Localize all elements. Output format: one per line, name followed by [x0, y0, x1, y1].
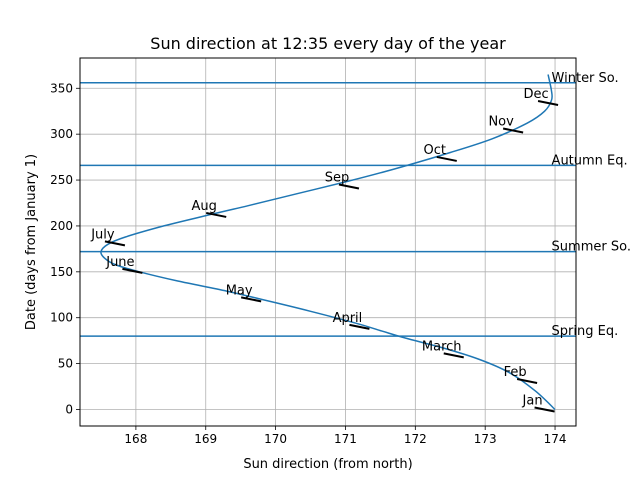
month-mark [502, 127, 524, 134]
month-label: Feb [504, 365, 527, 380]
month-labels: Jan Feb March April May June July Aug Sep Oct Nov D… [90, 87, 548, 409]
x-tick-label: 174 [544, 432, 567, 446]
month-label: Sep [325, 170, 350, 185]
month-label: July [90, 227, 115, 242]
month-label: June [105, 255, 134, 270]
x-tick-label: 169 [194, 432, 217, 446]
y-tick-label: 300 [50, 127, 73, 141]
month-mark [349, 323, 370, 330]
month-mark [534, 406, 555, 413]
x-tick-label: 173 [474, 432, 497, 446]
month-mark [122, 267, 143, 274]
month-mark [436, 155, 457, 162]
month-mark [516, 378, 538, 385]
month-label: Oct [424, 143, 446, 158]
x-axis-label: Sun direction (from north) [243, 457, 412, 472]
x-tick-label: 168 [124, 432, 147, 446]
grid [80, 58, 576, 426]
month-label: Aug [192, 199, 217, 214]
month-mark [338, 183, 360, 190]
month-label: Nov [488, 114, 514, 129]
curve-layer [100, 74, 556, 411]
month-mark [240, 296, 262, 303]
month-label: Jan [522, 393, 543, 408]
reference-label: Winter So. [552, 71, 619, 86]
sun-direction-curve [100, 74, 556, 411]
month-label: March [422, 339, 462, 354]
month-mark [104, 240, 126, 247]
x-tick-label: 171 [334, 432, 357, 446]
reference-labels: Spring Eq. Summer So. Autumn Eq. Winter So. [552, 71, 631, 339]
chart-title: Sun direction at 12:35 every day of the … [150, 34, 506, 53]
reference-lines [80, 82, 576, 337]
y-axis-label: Date (days from January 1) [24, 154, 39, 330]
month-mark [537, 99, 559, 106]
reference-label: Summer So. [552, 240, 631, 255]
y-tick-label: 50 [58, 357, 73, 371]
month-label: May [226, 283, 253, 298]
y-tick-label: 350 [50, 81, 73, 95]
month-mark [443, 352, 464, 359]
y-tick-label: 0 [65, 402, 73, 416]
reference-label: Autumn Eq. [552, 153, 628, 168]
x-tick-label: 172 [404, 432, 427, 446]
y-tick-label: 150 [50, 265, 73, 279]
plot-frame [79, 57, 577, 427]
y-axis-ticks: 0 50 100 150 200 250 300 350 [50, 81, 80, 416]
y-tick-label: 100 [50, 311, 73, 325]
reference-label: Spring Eq. [552, 324, 619, 339]
x-axis-ticks: 168 169 170 171 172 173 174 [124, 426, 566, 446]
x-tick-label: 170 [264, 432, 287, 446]
y-tick-label: 200 [50, 219, 73, 233]
y-tick-label: 250 [50, 173, 73, 187]
month-mark [206, 211, 227, 218]
month-label: Dec [523, 87, 548, 102]
month-label: April [333, 311, 363, 326]
month-marks [104, 99, 559, 413]
